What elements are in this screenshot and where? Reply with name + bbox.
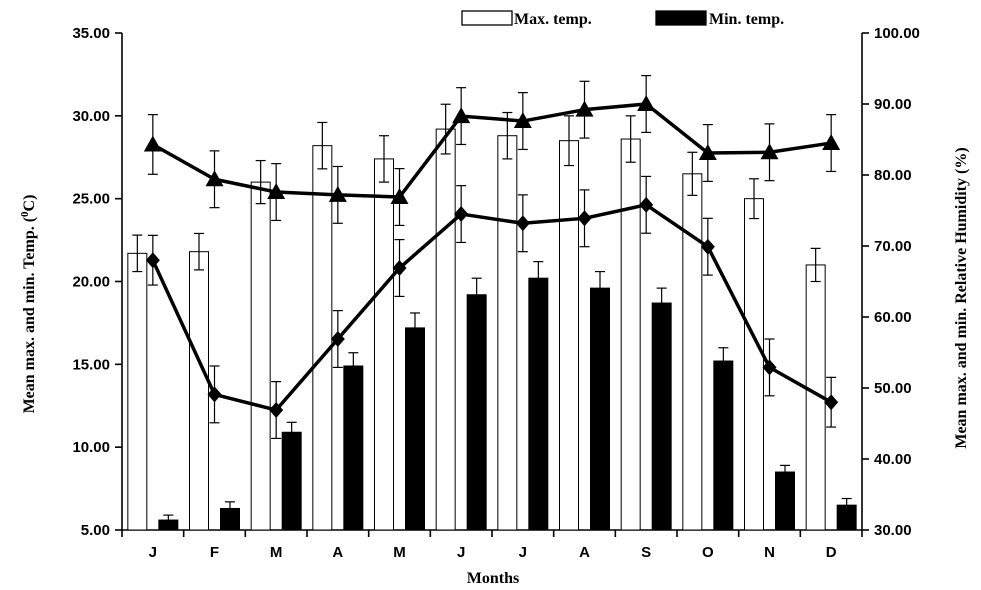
x-tick-label: M bbox=[393, 544, 406, 561]
min-temp-bar bbox=[651, 302, 672, 531]
x-tick-label: S bbox=[641, 544, 651, 561]
min-humidity-marker bbox=[639, 196, 654, 213]
left-axis-title-main: Mean max. and min. Temp. ( bbox=[21, 217, 38, 413]
legend-label-min-temp: Min. temp. bbox=[709, 11, 784, 28]
min-temp-bar bbox=[775, 471, 795, 531]
right-tick-label: 30.00 bbox=[874, 522, 912, 539]
min-temp-bar bbox=[466, 294, 487, 531]
min-humidity-marker bbox=[392, 260, 407, 277]
x-tick-label: J bbox=[149, 544, 157, 561]
x-tick-label: A bbox=[332, 544, 343, 561]
max-temp-bar bbox=[435, 128, 456, 531]
min-temp-bar bbox=[590, 287, 610, 531]
max-humidity-marker bbox=[698, 143, 717, 160]
x-tick-label: O bbox=[702, 544, 714, 561]
min-temp-bar bbox=[528, 277, 549, 531]
max-humidity-marker bbox=[328, 185, 347, 202]
max-humidity-marker bbox=[822, 134, 841, 151]
max-temp-bar bbox=[559, 140, 579, 531]
legend-swatch-max-temp bbox=[461, 10, 513, 26]
max-temp-bar bbox=[250, 181, 271, 531]
min-humidity-marker bbox=[145, 252, 160, 269]
min-temp-bar bbox=[343, 365, 364, 531]
min-humidity-marker bbox=[762, 359, 777, 376]
max-humidity-marker bbox=[452, 107, 471, 124]
x-tick-label: J bbox=[457, 544, 465, 561]
max-temp-bar bbox=[374, 158, 394, 531]
right-tick-label: 100.00 bbox=[874, 25, 920, 42]
legend-swatch-min-temp bbox=[655, 10, 707, 26]
lines-group bbox=[143, 74, 841, 440]
max-humidity-marker bbox=[390, 188, 409, 205]
axes-group bbox=[115, 32, 869, 537]
right-tick-label: 50.00 bbox=[874, 380, 912, 397]
right-tick-label: 70.00 bbox=[874, 238, 912, 255]
x-tick-label: F bbox=[210, 544, 219, 561]
left-axis-title-end: C) bbox=[21, 195, 38, 212]
min-humidity-marker bbox=[577, 210, 592, 227]
min-temp-bar bbox=[281, 431, 302, 531]
min-humidity-line bbox=[151, 203, 833, 412]
max-temp-bar bbox=[744, 198, 764, 531]
min-humidity-marker bbox=[454, 206, 469, 223]
x-tick-label: M bbox=[270, 544, 283, 561]
min-humidity-marker bbox=[330, 331, 345, 348]
legend-label-max-temp: Max. temp. bbox=[514, 11, 592, 28]
min-temp-bar bbox=[713, 360, 734, 531]
max-humidity-marker bbox=[513, 112, 532, 129]
max-humidity-marker bbox=[143, 135, 162, 152]
left-tick-label: 15.00 bbox=[72, 356, 110, 373]
right-tick-label: 90.00 bbox=[874, 96, 912, 113]
max-humidity-marker bbox=[637, 95, 656, 111]
min-humidity-marker bbox=[824, 394, 839, 411]
labels-group: 5.00 10.00 15.00 20.00 25.00 30.00 35.00 30.00 4… bbox=[72, 25, 919, 561]
min-humidity-marker bbox=[269, 402, 284, 419]
min-temp-bar bbox=[405, 327, 425, 531]
max-temp-bar bbox=[127, 252, 148, 531]
x-tick-label: D bbox=[826, 544, 837, 561]
left-tick-label: 10.00 bbox=[72, 439, 110, 456]
max-temp-bar bbox=[497, 135, 518, 531]
x-tick-label: J bbox=[519, 544, 527, 561]
max-humidity-marker bbox=[760, 143, 779, 160]
right-tick-label: 60.00 bbox=[874, 309, 912, 326]
min-humidity-marker bbox=[515, 215, 530, 232]
left-tick-label: 35.00 bbox=[72, 25, 110, 42]
max-humidity-line bbox=[151, 102, 832, 199]
max-humidity-marker bbox=[205, 170, 224, 187]
x-axis-title: Months bbox=[467, 570, 519, 587]
left-tick-label: 30.00 bbox=[72, 108, 110, 125]
right-tick-label: 40.00 bbox=[874, 451, 912, 468]
legend: Max. temp. Min. temp. bbox=[461, 10, 784, 28]
bars-group bbox=[127, 103, 857, 531]
left-tick-label: 20.00 bbox=[72, 274, 110, 291]
right-axis-title: Mean max. and min. Relative Humidity (%) bbox=[953, 147, 970, 448]
right-tick-label: 80.00 bbox=[874, 167, 912, 184]
max-temp-bar bbox=[620, 138, 641, 531]
max-temp-bar bbox=[682, 173, 703, 531]
max-temp-bar bbox=[189, 251, 209, 531]
left-tick-label: 5.00 bbox=[81, 522, 110, 539]
left-axis-title: Mean max. and min. Temp. (0C) bbox=[19, 195, 38, 414]
left-tick-label: 25.00 bbox=[72, 191, 110, 208]
x-tick-label: N bbox=[764, 544, 775, 561]
min-humidity-marker bbox=[700, 238, 715, 255]
max-humidity-marker bbox=[575, 100, 594, 117]
max-humidity-marker bbox=[267, 183, 286, 200]
x-tick-label: A bbox=[579, 544, 590, 561]
max-temp-bar bbox=[312, 145, 333, 531]
min-humidity-marker bbox=[207, 386, 222, 403]
left-axis-title-sup: 0 bbox=[19, 211, 31, 217]
